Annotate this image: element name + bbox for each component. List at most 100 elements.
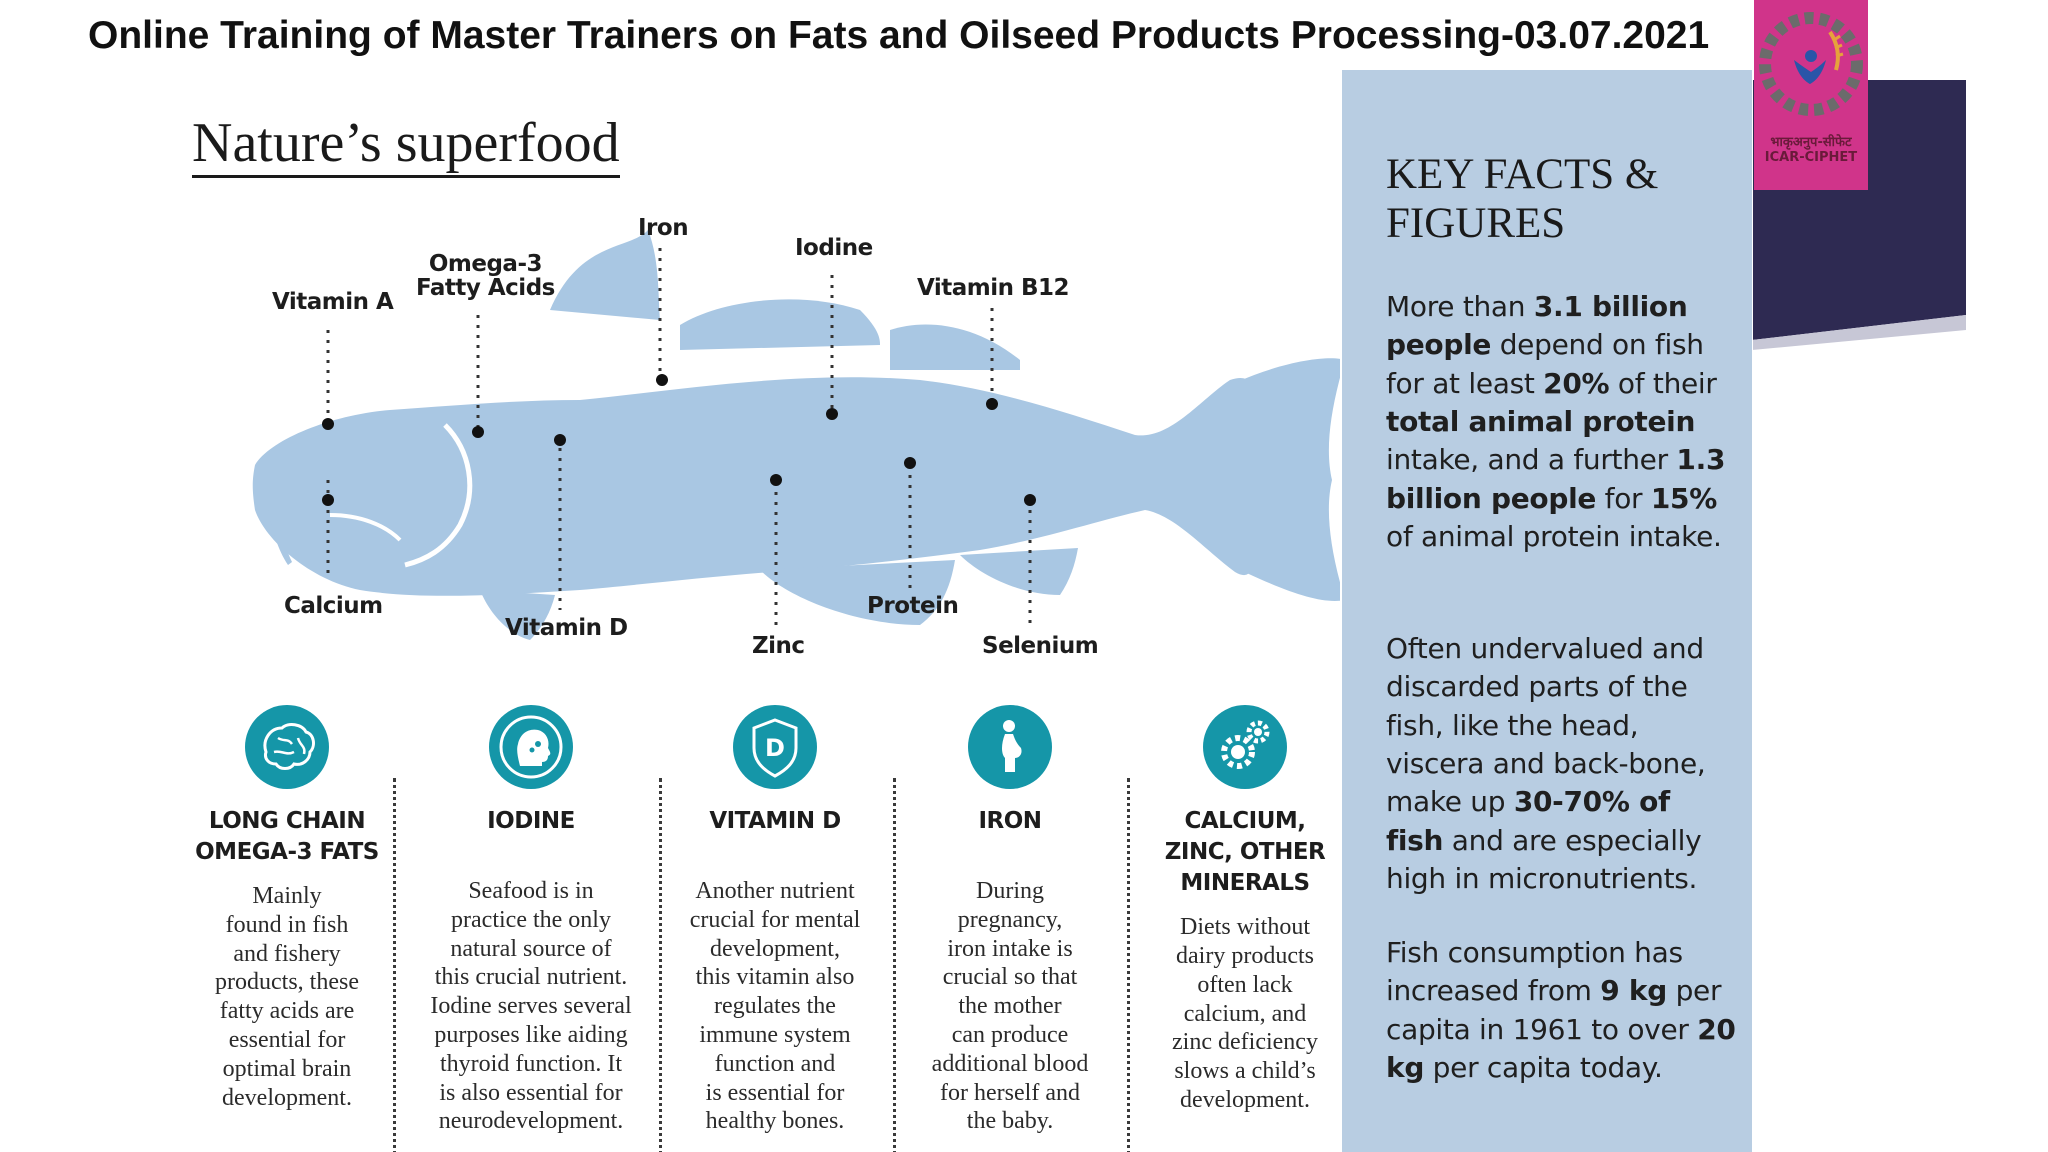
column-body: During pregnancy, iron intake is crucial… <box>905 877 1115 1136</box>
label-zinc: Zinc <box>752 633 805 659</box>
body-line: Seafood is in <box>468 878 594 905</box>
icar-ciphet-logo: भाकृअनुप-सीफेट ICAR-CIPHET <box>1754 0 1868 190</box>
fact-text: per capita in 1961 to over <box>1386 974 1722 1046</box>
body-line: slows a child’s <box>1174 1058 1316 1085</box>
heading-line: OMEGA-3 FATS <box>195 839 379 866</box>
body-line: During <box>976 878 1044 905</box>
body-line: products, these <box>215 969 359 996</box>
body-line: this vitamin also <box>695 964 855 991</box>
heading-line: CALCIUM, <box>1184 808 1306 834</box>
label-vitamin-d: Vitamin D <box>505 615 628 641</box>
fact-highlight: 15% <box>1650 481 1717 515</box>
logo-emblem-icon <box>1759 12 1863 116</box>
body-line: development. <box>1180 1086 1310 1113</box>
column-body: Mainly found in fish and fishery product… <box>182 882 392 1112</box>
column-body: Another nutrient crucial for mental deve… <box>670 877 880 1136</box>
body-line: is also essential for <box>439 1079 623 1106</box>
body-line: zinc deficiency <box>1172 1029 1318 1056</box>
body-line: crucial so that <box>942 964 1078 991</box>
column-divider <box>893 778 896 1152</box>
fact-highlight: total animal protein <box>1386 405 1696 439</box>
body-line: the mother <box>958 993 1062 1020</box>
column-heading: LONG CHAIN OMEGA-3 FATS <box>182 806 392 868</box>
logo-english-text: ICAR-CIPHET <box>1764 150 1858 165</box>
body-line: development. <box>222 1084 352 1111</box>
gears-icon <box>1203 705 1287 789</box>
body-line: found in fish <box>225 911 349 938</box>
body-line: iron intake is <box>947 935 1073 962</box>
body-line: natural source of <box>450 935 612 962</box>
fish-illustration <box>252 230 1340 640</box>
fact-text: Fish consumption has increased from <box>1386 936 1683 1008</box>
info-column-omega3: LONG CHAIN OMEGA-3 FATS Mainly found in … <box>182 704 392 1112</box>
heading-line: ZINC, OTHER <box>1164 839 1326 866</box>
key-facts-panel: KEY FACTS & FIGURES More than 3.1 billio… <box>1342 70 1752 1152</box>
body-line: the baby. <box>966 1108 1054 1135</box>
slide-title: Online Training of Master Trainers on Fa… <box>88 14 1710 57</box>
label-iodine: Iodine <box>795 235 873 261</box>
info-column-iron: IRON During pregnancy, iron intake is cr… <box>905 704 1115 1136</box>
column-divider <box>393 778 396 1152</box>
body-line: regulates the <box>714 993 836 1020</box>
title-line: KEY FACTS & <box>1386 151 1659 198</box>
infographic-title: Nature’s superfood <box>192 114 620 178</box>
body-line: neurodevelopment. <box>438 1108 624 1135</box>
body-line: Another nutrient <box>695 878 855 905</box>
fact-text: More than <box>1386 290 1534 323</box>
label-omega3: Omega-3 Fatty Acids <box>416 252 555 300</box>
fact-protein-dependence: More than 3.1 billion people depend on f… <box>1386 288 1736 557</box>
label-omega3-line1: Omega-3 <box>428 251 543 277</box>
logo-hindi-text: भाकृअनुप-सीफेट <box>1770 135 1852 150</box>
fact-text: of their <box>1609 366 1717 400</box>
label-vitamin-b12: Vitamin B12 <box>917 275 1070 301</box>
column-heading: CALCIUM, ZINC, OTHER MINERALS <box>1140 806 1350 899</box>
body-line: purposes like aiding <box>434 1022 628 1049</box>
info-column-vitamin-d: D VITAMIN D Another nutrient crucial for… <box>670 704 880 1136</box>
info-column-minerals: CALCIUM, ZINC, OTHER MINERALS Diets with… <box>1140 704 1350 1115</box>
body-line: calcium, and <box>1183 1000 1307 1027</box>
body-line: healthy bones. <box>705 1108 845 1135</box>
body-line: function and <box>714 1050 836 1077</box>
body-line: for herself and <box>940 1079 1080 1106</box>
fact-highlight: 20% <box>1543 366 1610 400</box>
column-heading: VITAMIN D <box>709 808 841 834</box>
body-line: is essential for <box>705 1079 845 1106</box>
body-line: thyroid function. It <box>440 1050 622 1077</box>
fact-highlight: 9 kg <box>1600 974 1667 1008</box>
body-line: dairy products <box>1176 942 1314 969</box>
label-calcium: Calcium <box>284 593 383 619</box>
fact-text: and are especially high in micronutrient… <box>1386 823 1702 896</box>
body-line: and fishery <box>233 940 341 967</box>
fact-highlight: 20 kg <box>1386 1012 1736 1085</box>
key-facts-title: KEY FACTS & FIGURES <box>1386 150 1658 249</box>
body-line: optimal brain <box>222 1055 352 1082</box>
fact-text: for <box>1596 481 1651 515</box>
heading-line: MINERALS <box>1180 870 1310 897</box>
fact-text: intake, and a further <box>1386 443 1677 477</box>
body-line: essential for <box>228 1027 346 1054</box>
column-heading: IODINE <box>487 808 575 834</box>
column-body: Diets without dairy products often lack … <box>1140 913 1350 1115</box>
column-divider <box>1127 778 1130 1152</box>
body-line: Mainly <box>252 883 322 910</box>
pregnant-woman-icon <box>968 705 1052 789</box>
fact-highlight: 1.3 billion people <box>1386 443 1726 515</box>
label-iron: Iron <box>638 215 689 241</box>
fact-text: Often undervalued and discarded parts of… <box>1386 632 1706 819</box>
head-profile-icon <box>489 705 573 789</box>
column-body: Seafood is in practice the only natural … <box>420 877 642 1136</box>
body-line: often lack <box>1197 971 1293 998</box>
vitamin-d-shield-icon: D <box>733 705 817 789</box>
body-line: can produce <box>951 1022 1069 1049</box>
body-line: Iodine serves several <box>430 993 632 1020</box>
body-line: fatty acids are <box>219 998 355 1025</box>
fact-text: depend on fish for at least <box>1386 328 1704 400</box>
label-omega3-line2: Fatty Acids <box>416 275 555 302</box>
fact-text: per capita today. <box>1424 1051 1663 1085</box>
label-selenium: Selenium <box>982 633 1099 659</box>
fact-discarded-parts: Often undervalued and discarded parts of… <box>1386 630 1736 899</box>
body-line: crucial for mental <box>689 906 861 933</box>
heading-line: LONG CHAIN <box>208 808 366 834</box>
brain-icon <box>245 705 329 789</box>
body-line: pregnancy, <box>957 906 1063 933</box>
